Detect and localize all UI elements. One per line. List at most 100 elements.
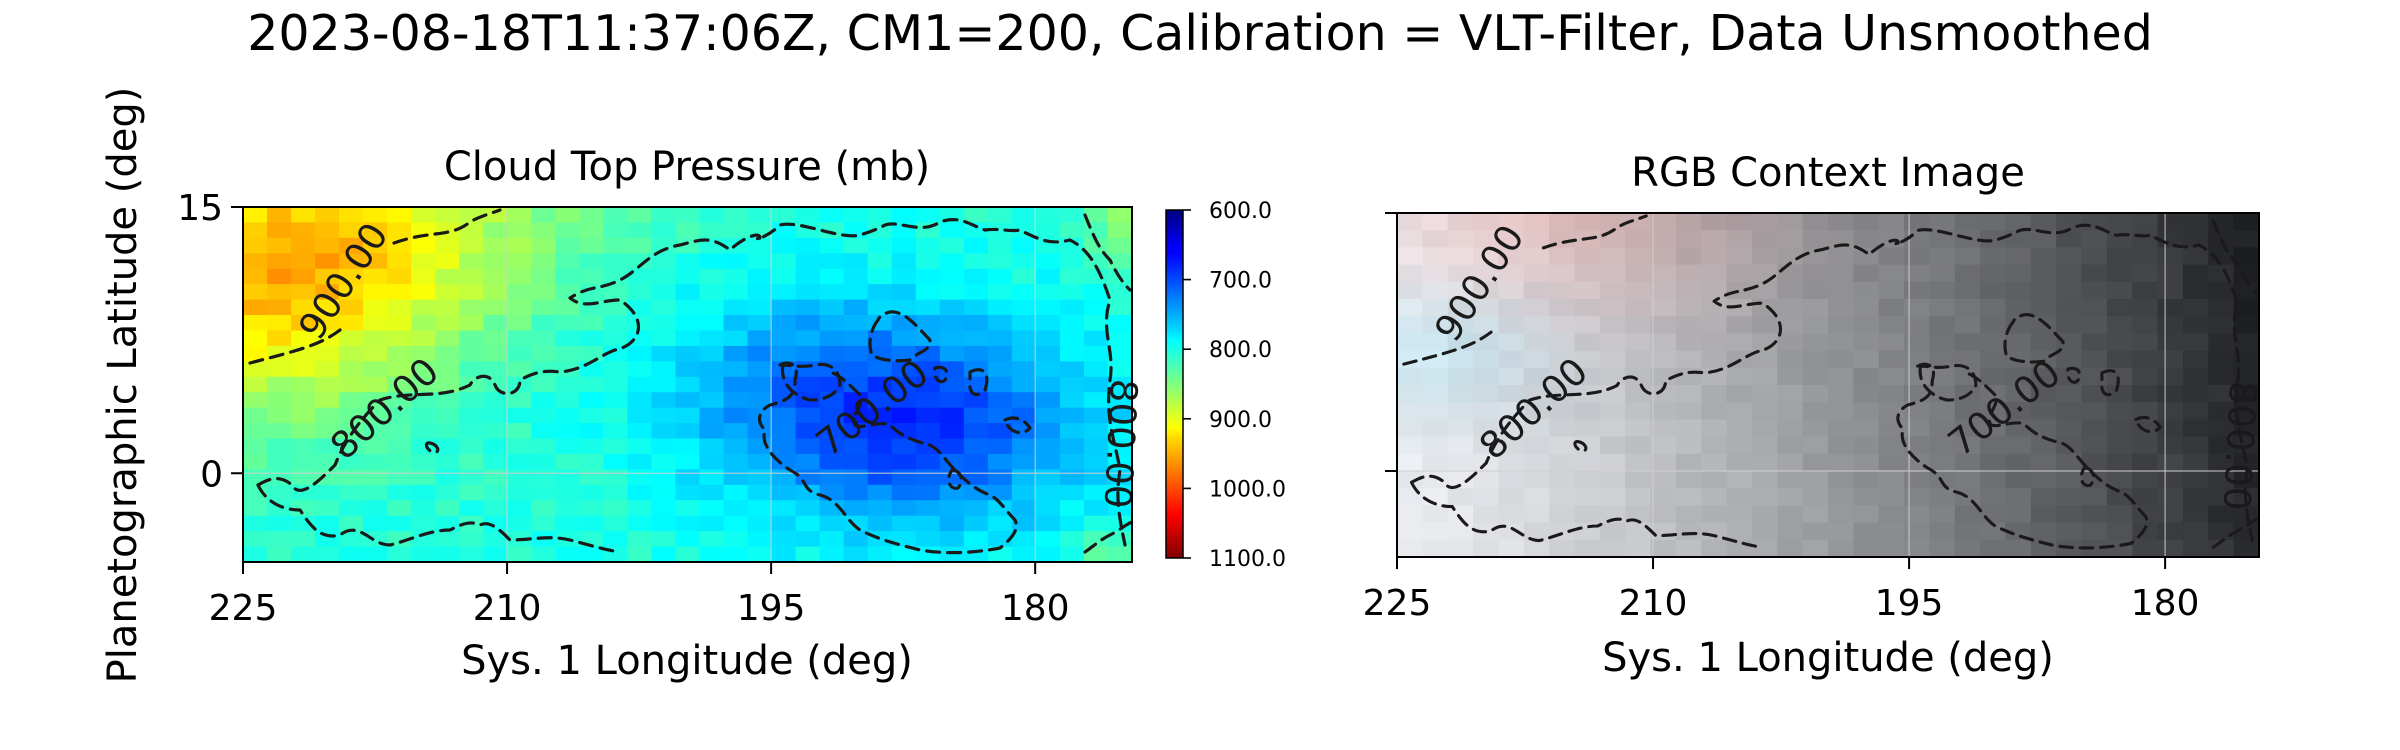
image-cell bbox=[1422, 367, 1449, 386]
heatmap-cell bbox=[435, 330, 460, 347]
image-cell bbox=[1473, 264, 1500, 283]
heatmap-cell bbox=[579, 361, 605, 378]
heatmap-cell bbox=[411, 438, 436, 455]
heatmap-cell bbox=[459, 453, 484, 470]
heatmap-cell bbox=[363, 222, 388, 239]
heatmap-cell bbox=[1011, 438, 1037, 455]
heatmap-cell bbox=[867, 253, 893, 270]
image-cell bbox=[1625, 539, 1652, 557]
heatmap-cell bbox=[723, 423, 749, 440]
heatmap-cell bbox=[843, 546, 869, 562]
image-cell bbox=[1802, 230, 1829, 248]
image-cell bbox=[1751, 213, 1778, 231]
heatmap-cell bbox=[1059, 392, 1085, 409]
image-cell bbox=[1751, 539, 1778, 557]
heatmap-cell bbox=[747, 546, 773, 562]
heatmap-cell bbox=[675, 469, 701, 486]
heatmap-cell bbox=[1059, 207, 1085, 224]
heatmap-cell bbox=[435, 376, 460, 393]
heatmap-cell bbox=[771, 207, 797, 224]
heatmap-cell bbox=[795, 268, 821, 285]
heatmap-cell bbox=[1107, 207, 1132, 224]
heatmap-cell bbox=[483, 453, 508, 470]
heatmap-cell bbox=[507, 237, 532, 254]
image-cell bbox=[1549, 367, 1576, 386]
image-cell bbox=[1447, 522, 1474, 541]
image-cell bbox=[1650, 453, 1677, 472]
heatmap-cell bbox=[579, 438, 605, 455]
rgb-image bbox=[1397, 213, 2259, 557]
image-cell bbox=[1929, 247, 1956, 266]
image-cell bbox=[1650, 350, 1677, 369]
heatmap-cell bbox=[747, 345, 773, 362]
image-cell bbox=[2157, 299, 2184, 317]
heatmap-cell bbox=[963, 253, 989, 270]
heatmap-cell bbox=[603, 469, 629, 486]
heatmap-cell bbox=[603, 515, 629, 532]
image-cell bbox=[1599, 316, 1626, 334]
heatmap-cell bbox=[819, 438, 845, 455]
heatmap-cell bbox=[963, 500, 989, 517]
image-cell bbox=[1777, 453, 1804, 472]
image-cell bbox=[2030, 230, 2057, 248]
contour-line bbox=[757, 361, 1018, 555]
x-tick-label: 225 bbox=[1363, 583, 1432, 624]
image-cell bbox=[1574, 333, 1601, 352]
image-cell bbox=[1828, 367, 1854, 386]
image-cell bbox=[1549, 402, 1576, 420]
heatmap-cell bbox=[1011, 453, 1037, 470]
heatmap-cell bbox=[867, 284, 893, 301]
heatmap-cell bbox=[267, 268, 292, 285]
image-cell bbox=[1625, 471, 1652, 489]
image-cell bbox=[2132, 453, 2159, 472]
heatmap-cell bbox=[867, 515, 893, 532]
heatmap-cell bbox=[771, 237, 797, 254]
image-cell bbox=[2208, 419, 2235, 438]
image-cell bbox=[1650, 488, 1677, 506]
heatmap-cell bbox=[771, 268, 797, 285]
heatmap-cell bbox=[603, 315, 629, 332]
heatmap-cell bbox=[771, 531, 797, 548]
heatmap-cell bbox=[723, 253, 749, 270]
image-cell bbox=[1422, 436, 1449, 455]
image-cell bbox=[1929, 281, 1956, 300]
image-cell bbox=[1751, 436, 1778, 455]
heatmap-cell bbox=[915, 515, 941, 532]
heatmap-cell bbox=[555, 315, 580, 332]
image-cell bbox=[1980, 505, 2007, 524]
heatmap-cell bbox=[891, 407, 917, 424]
image-cell bbox=[1574, 350, 1601, 369]
heatmap-cell bbox=[651, 315, 677, 332]
heatmap-cell bbox=[531, 500, 556, 517]
heatmap-cell bbox=[795, 315, 821, 332]
heatmap-cell bbox=[579, 299, 605, 316]
image-cell bbox=[2157, 453, 2184, 472]
heatmap-cell bbox=[987, 207, 1013, 224]
image-cell bbox=[2132, 367, 2159, 386]
image-cell bbox=[1777, 402, 1804, 420]
image-cell bbox=[1701, 402, 1728, 420]
heatmap-cell bbox=[579, 423, 605, 440]
heatmap-cell bbox=[1083, 315, 1109, 332]
heatmap-cell bbox=[315, 315, 340, 332]
image-cell bbox=[1980, 436, 2007, 455]
contour-label: 800.00 bbox=[2215, 380, 2265, 512]
heatmap-cell bbox=[1083, 484, 1109, 501]
heatmap-cell bbox=[1011, 361, 1037, 378]
heatmap-cell bbox=[411, 207, 436, 224]
heatmap-cell bbox=[867, 438, 893, 455]
heatmap-cell bbox=[723, 500, 749, 517]
heatmap-cell bbox=[939, 376, 965, 393]
image-cell bbox=[1523, 316, 1550, 334]
image-cell bbox=[1878, 213, 1905, 231]
image-cell bbox=[2106, 402, 2133, 420]
heatmap-cell bbox=[243, 438, 268, 455]
heatmap-cell bbox=[843, 515, 869, 532]
image-cell bbox=[1853, 350, 1880, 369]
heatmap-cell bbox=[963, 392, 989, 409]
image-cell bbox=[1650, 385, 1677, 403]
image-cell bbox=[1777, 247, 1804, 266]
image-cell bbox=[1447, 367, 1474, 386]
image-cell bbox=[1853, 419, 1880, 438]
image-cell bbox=[2005, 539, 2032, 557]
